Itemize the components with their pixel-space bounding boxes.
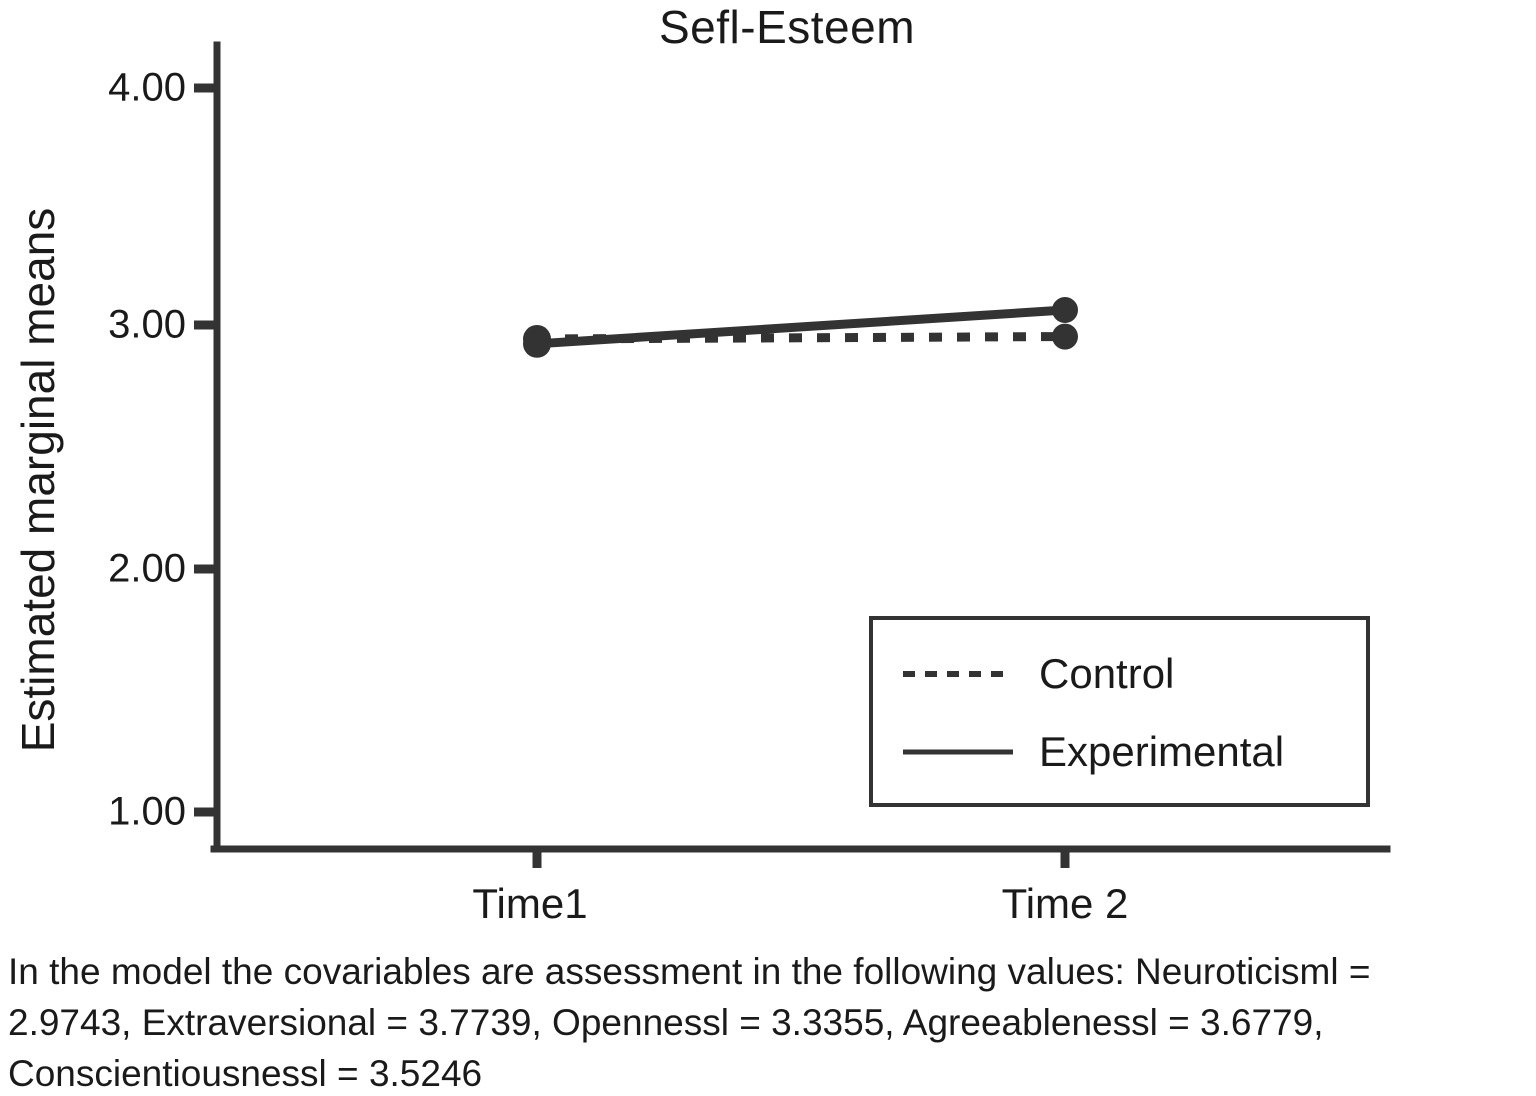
footnote-line-2: 2.9743, Extraversional = 3.7739, Opennes… <box>8 1002 1324 1043</box>
legend-entry-control: Control <box>903 646 1174 702</box>
legend-solid-line-sample <box>903 749 1013 755</box>
footnote-line-3: Conscientiousnessl = 3.5246 <box>8 1053 483 1094</box>
footnote-line-1: In the model the covariables are assessm… <box>8 951 1371 992</box>
covariates-footnote: In the model the covariables are assessm… <box>8 946 1370 1096</box>
y-tick-label-2: 2.00 <box>108 546 186 591</box>
y-tick-label-1: 1.00 <box>108 789 186 834</box>
legend-label-experimental: Experimental <box>1039 728 1285 775</box>
x-tick-label-time1: Time1 <box>472 880 588 927</box>
marker-control-time2 <box>1052 323 1078 350</box>
legend-box: Control Experimental <box>869 616 1370 807</box>
legend-entry-experimental: Experimental <box>903 724 1284 780</box>
marker-experimental-time2 <box>1052 297 1078 324</box>
y-tick-label-3: 3.00 <box>108 302 186 347</box>
legend-dashed-line-sample <box>903 671 1013 677</box>
legend-label-control: Control <box>1039 650 1175 697</box>
series-line-experimental <box>536 305 1066 349</box>
marker-experimental-time1 <box>523 329 551 358</box>
y-tick-label-4: 4.00 <box>108 65 186 110</box>
x-tick-label-time2: Time 2 <box>1001 880 1129 927</box>
chart-title: Sefl-Esteem <box>658 1 916 53</box>
series-layer <box>523 297 1078 358</box>
